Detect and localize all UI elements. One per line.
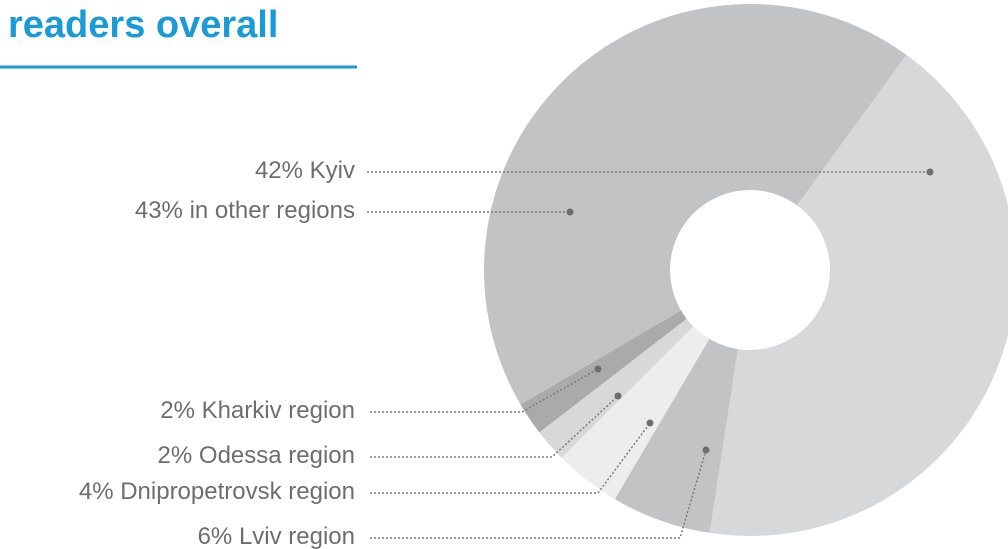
- slice-label: 43% in other regions: [135, 197, 355, 224]
- value-label: 6%: [198, 523, 233, 549]
- value-label: 2%: [158, 442, 193, 469]
- category-label: Odessa region: [199, 442, 355, 469]
- leader-line: [370, 422, 651, 494]
- leader-dot: [594, 365, 602, 373]
- donut-hole: [670, 190, 830, 350]
- category-label: Lviv region: [239, 523, 355, 549]
- slice-label: 4% Dnipropetrovsk region: [79, 478, 355, 505]
- leader-dot: [614, 392, 622, 400]
- category-label: Kharkiv region: [202, 397, 355, 424]
- leader-line: [370, 449, 707, 539]
- value-label: 4%: [79, 478, 114, 505]
- category-label: Kyiv: [310, 157, 355, 184]
- slice: [709, 54, 1008, 536]
- value-label: 42%: [255, 157, 303, 184]
- slice: [483, 3, 907, 405]
- labels: 42% Kyiv 43% in other regions 2% Kharkiv r…: [79, 157, 934, 549]
- slice-label: 2% Kharkiv region: [160, 397, 355, 424]
- chart-title: readers overall: [8, 4, 278, 46]
- leader-dot: [926, 168, 934, 176]
- leader-dot: [702, 446, 710, 454]
- slice-label: 6% Lviv region: [198, 523, 355, 549]
- leader-dot: [566, 208, 574, 216]
- leader-line: [370, 395, 619, 458]
- value-label: 43%: [135, 197, 183, 224]
- slice-label: 2% Odessa region: [158, 442, 355, 469]
- leader-dot: [646, 419, 654, 427]
- category-label: in other regions: [190, 197, 355, 224]
- value-label: 2%: [160, 397, 195, 424]
- category-label: Dnipropetrovsk region: [120, 478, 355, 505]
- slice-label: 42% Kyiv: [255, 157, 355, 184]
- leader-line: [370, 368, 599, 413]
